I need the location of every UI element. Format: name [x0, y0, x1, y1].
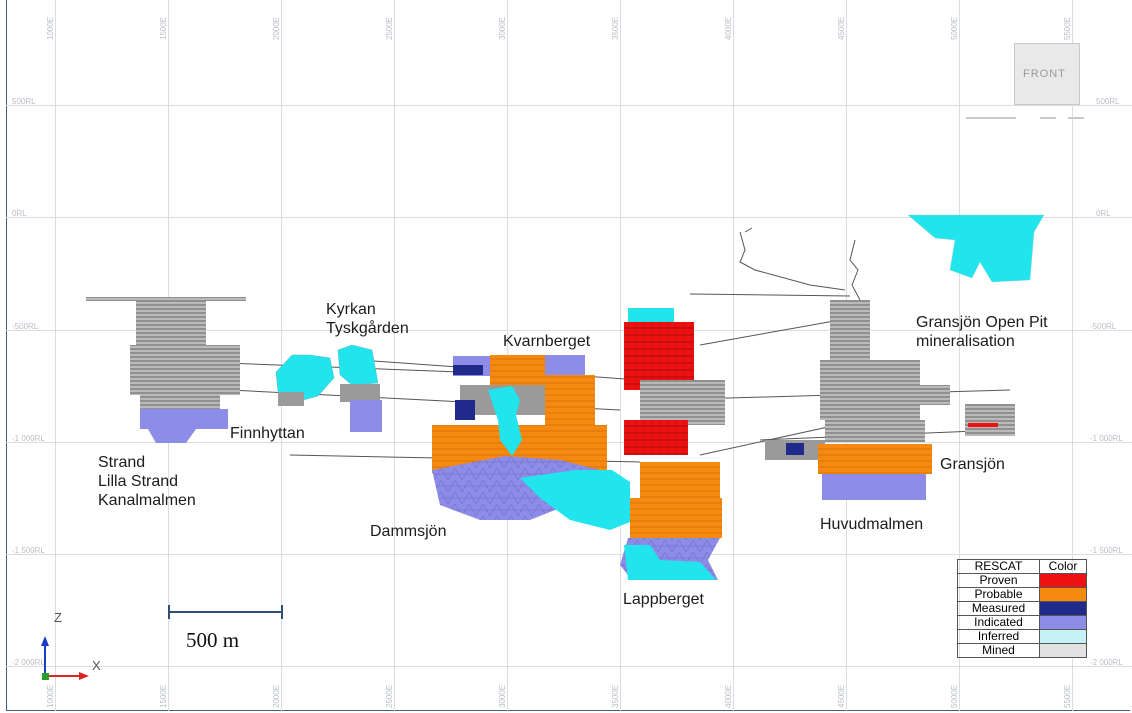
kvarnberget-orebody	[432, 355, 607, 473]
legend-row: Inferred	[957, 629, 1087, 644]
view-cube-label: FRONT	[1023, 68, 1066, 80]
label-gransjon: Gransjön	[940, 456, 1005, 473]
legend-row: Probable	[957, 587, 1087, 602]
label-finnhyttan: Finnhyttan	[230, 425, 305, 442]
legend-swatch	[1039, 643, 1087, 658]
rl-tick-right: 500RL	[1096, 97, 1120, 106]
legend-label: Proven	[957, 573, 1040, 588]
label-gransjon-open-pit: Gransjön Open Pit mineralisation	[916, 314, 1048, 350]
legend-label: Probable	[957, 587, 1040, 602]
legend-row: Mined	[957, 643, 1087, 658]
huvudmalmen-orebody	[765, 300, 950, 500]
label-dammsjon: Dammsjön	[370, 523, 447, 540]
rl-tick-left: -1 500RL	[12, 546, 45, 555]
rl-tick-left: -1 000RL	[12, 434, 45, 443]
rl-tick-left: 500RL	[12, 97, 36, 106]
rescat-legend: RESCAT Color Proven Probable Measured In…	[957, 559, 1087, 658]
rl-tick-right: -1 000RL	[1090, 434, 1123, 443]
strand-orebody	[86, 297, 246, 443]
rl-tick-left: -500RL	[12, 322, 39, 331]
label-huvudmalmen: Huvudmalmen	[820, 516, 924, 533]
dammsjon-orebody	[432, 456, 630, 530]
rl-tick-right: -1 500RL	[1090, 546, 1123, 555]
rl-tick-right: -500RL	[1090, 322, 1117, 331]
lappberget-orebody	[620, 308, 725, 580]
rl-tick-right: 0RL	[1096, 209, 1111, 218]
view-cube[interactable]: FRONT	[1014, 43, 1080, 105]
rl-tick-left: 0RL	[12, 209, 27, 218]
label-lappberget: Lappberget	[623, 591, 704, 608]
axis-z-label: Z	[54, 610, 62, 625]
legend-swatch	[1039, 587, 1087, 602]
label-strand: Strand Lilla Strand Kanalmalmen	[98, 454, 196, 509]
legend-row: Indicated	[957, 615, 1087, 630]
viewport-frame	[6, 0, 1130, 711]
legend-swatch	[1039, 629, 1087, 644]
finnhyttan-orebody	[275, 344, 382, 432]
legend-header-rescat: RESCAT	[957, 559, 1040, 574]
gransjon-open-pit	[907, 214, 1045, 283]
legend-row: Proven	[957, 573, 1087, 588]
legend-label: Indicated	[957, 615, 1040, 630]
rl-tick-left: -2 000RL	[12, 658, 45, 667]
legend-label: Measured	[957, 601, 1040, 616]
legend-swatch	[1039, 573, 1087, 588]
gransjon-orebody	[965, 404, 1015, 436]
legend-row: Measured	[957, 601, 1087, 616]
legend-swatch	[1039, 601, 1087, 616]
scale-bar	[168, 605, 283, 619]
legend-header-color: Color	[1039, 559, 1087, 574]
rl-tick-right: -2 000RL	[1090, 658, 1123, 667]
legend-header: RESCAT Color	[957, 559, 1087, 574]
legend-swatch	[1039, 615, 1087, 630]
label-kvarnberget: Kvarnberget	[503, 333, 591, 350]
scale-bar-label: 500 m	[186, 628, 240, 652]
axis-x-label: X	[92, 658, 101, 673]
axis-triad	[41, 636, 89, 680]
legend-label: Inferred	[957, 629, 1040, 644]
legend-label: Mined	[957, 643, 1040, 658]
label-kyrkan: Kyrkan Tyskgården	[326, 301, 409, 337]
